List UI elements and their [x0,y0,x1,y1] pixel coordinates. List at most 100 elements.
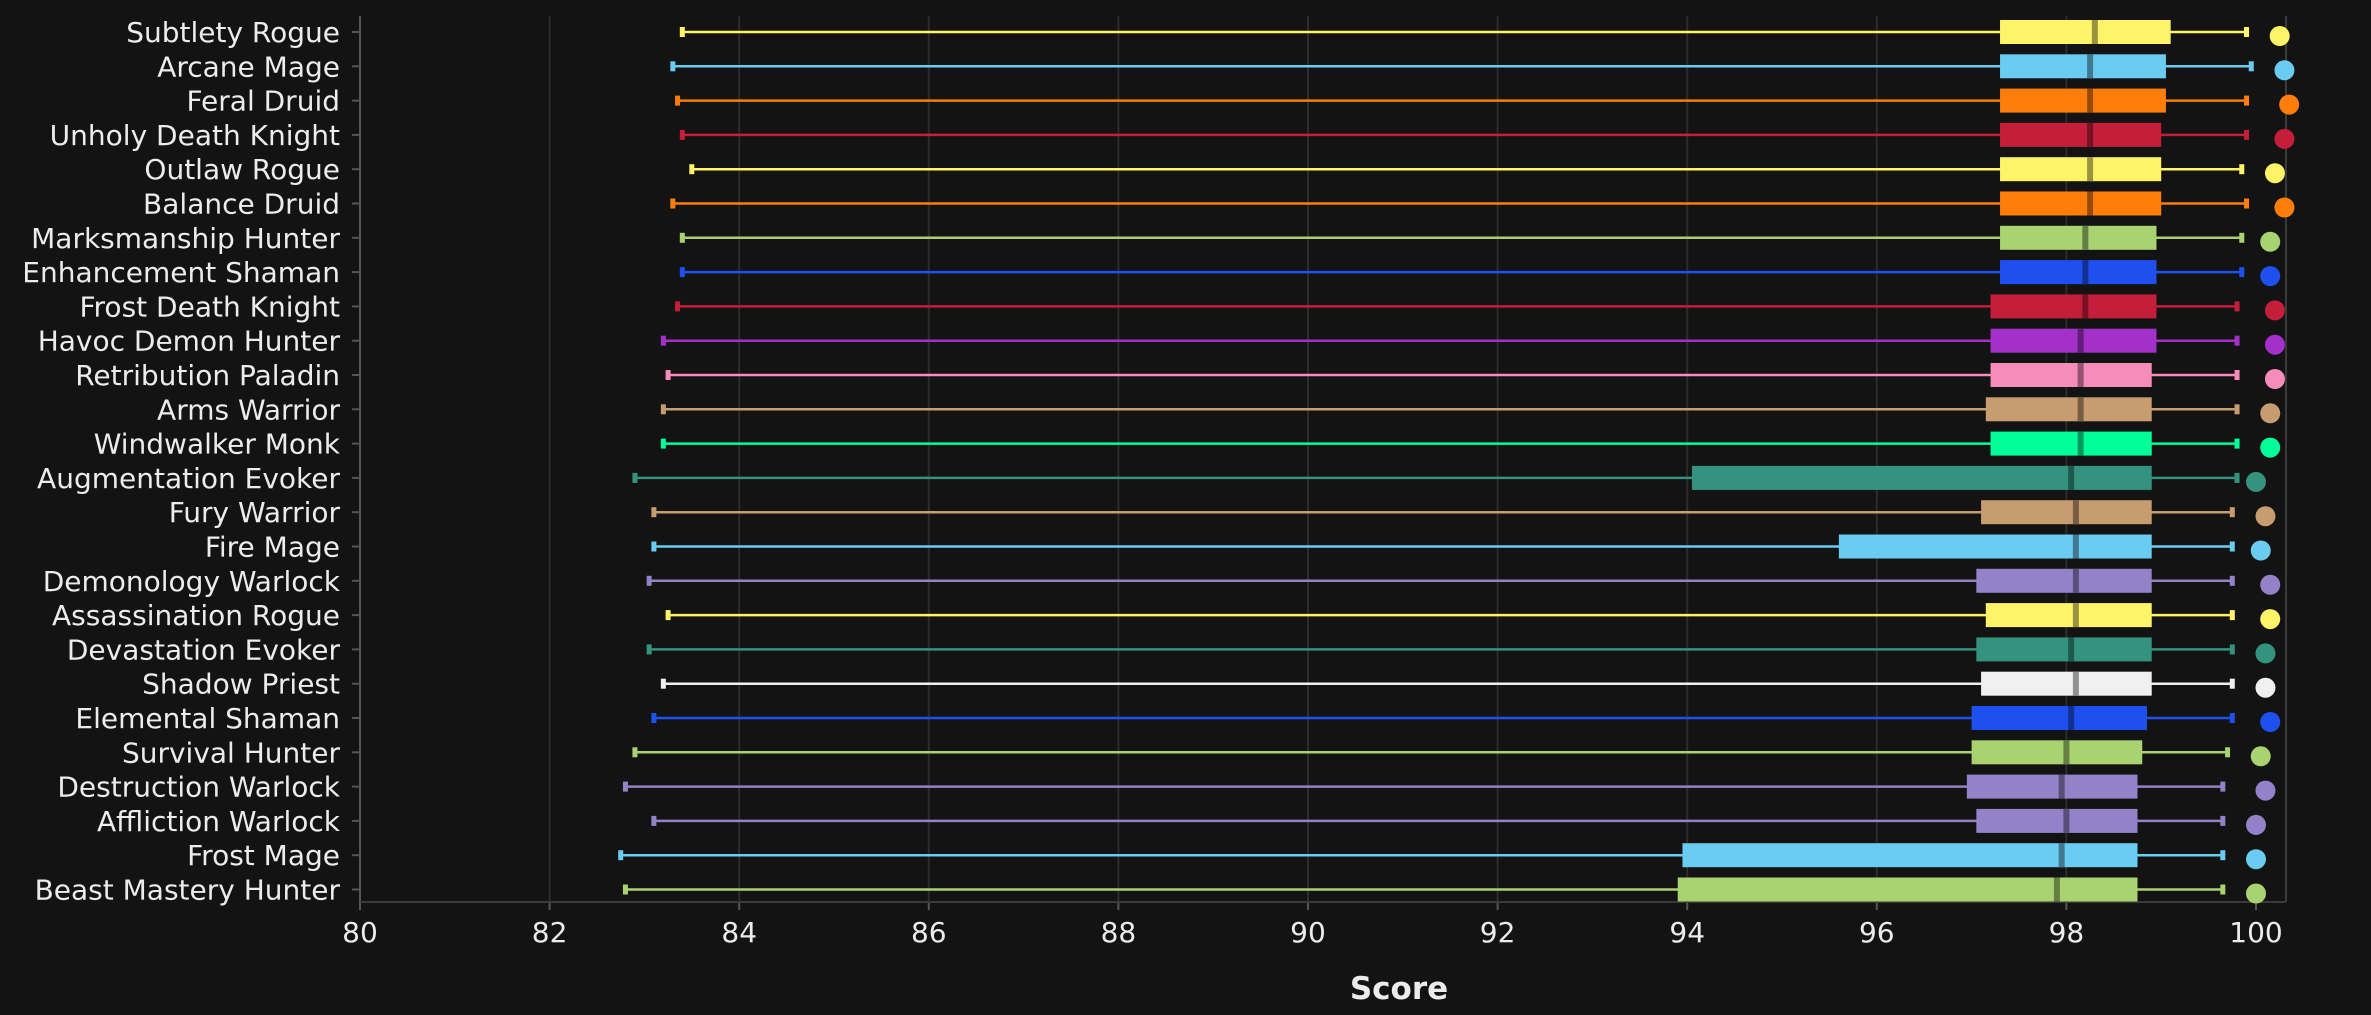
marker-dot [2255,506,2276,527]
category-label: Havoc Demon Hunter [38,325,341,358]
box-row: Frost Death Knight [79,290,2285,323]
iqr-box [2000,191,2162,216]
box-row: Elemental Shaman [75,702,2281,735]
category-label: Marksmanship Hunter [31,222,340,255]
category-label: Arms Warrior [157,393,340,426]
marker-dot [2246,883,2266,904]
whisker-cap-min [651,815,657,826]
x-tick-labels: 80 82 84 86 88 90 92 94 96 98 100 [342,916,2283,949]
marker-dot [2260,403,2281,424]
whisker-cap-max [2239,232,2245,243]
marker-dot [2255,780,2276,801]
iqr-box [1990,328,2157,353]
iqr-box [1990,431,2152,456]
median-line [2058,843,2065,868]
category-label: Fury Warrior [169,496,341,529]
marker-dot [2264,334,2285,355]
category-label: Frost Death Knight [79,290,340,323]
whisker-cap-max [2244,129,2250,140]
x-tick-label: 80 [342,916,378,949]
whisker-cap-max [2229,507,2235,518]
box-row: Frost Mage [187,839,2266,872]
marker-dot [2246,849,2266,870]
median-line [2087,54,2094,79]
box-row: Unholy Death Knight [50,119,2295,152]
marker-dot [2255,643,2276,664]
iqr-box [1971,706,2147,730]
whisker-cap-min [670,61,676,72]
median-line [2082,260,2089,285]
median-line [2058,774,2065,799]
marker-dot [2274,197,2295,218]
median-line [2082,294,2089,319]
box-row: Shadow Priest [142,668,2276,701]
marker-dot [2260,266,2281,287]
median-line [2072,500,2079,525]
median-line [2082,225,2089,250]
whisker-cap-min [679,232,685,243]
whisker-cap-min [660,404,666,415]
category-label: Beast Mastery Hunter [35,874,341,907]
whisker-cap-min [660,335,666,346]
box-row: Devastation Evoker [67,633,2276,666]
marker-dot [2250,540,2271,561]
box-row: Marksmanship Hunter [31,222,2281,255]
x-tick-label: 88 [1101,916,1137,949]
iqr-box [2000,157,2162,182]
median-line [2087,157,2094,182]
box-row: Enhancement Shaman [22,256,2281,289]
marker-dot [2279,94,2300,115]
category-label: Augmentation Evoker [37,462,340,495]
whisker-cap-min [679,267,685,278]
box-row: Windwalker Monk [94,428,2281,461]
category-label: Subtlety Rogue [126,16,340,49]
iqr-box [2000,260,2157,285]
x-tick-label: 82 [532,916,568,949]
median-line [2087,122,2094,147]
whisker-cap-max [2225,747,2231,758]
iqr-box [1677,877,2138,902]
whisker-cap-min [665,370,671,380]
whisker-cap-max [2220,850,2226,861]
whisker-cap-max [2229,678,2235,689]
median-line [2053,877,2060,902]
category-label: Devastation Evoker [67,633,341,666]
median-line [2077,328,2084,353]
category-label: Balance Druid [143,188,340,221]
median-line [2068,637,2075,662]
median-line [2063,740,2070,765]
grid-lines [548,16,2068,902]
whisker-cap-max [2229,575,2235,586]
whisker-cap-max [2239,267,2245,278]
category-label: Affliction Warlock [97,805,341,838]
whisker-cap-max [2220,815,2226,826]
median-line [2072,534,2079,559]
iqr-box [1985,397,2152,422]
box-row: Fury Warrior [169,496,2276,529]
iqr-box [2000,20,2171,44]
box-row: Subtlety Rogue [126,16,2290,49]
whisker-cap-max [2220,781,2226,792]
whisker-cap-min [622,884,628,895]
whisker-cap-min [651,507,657,518]
whisker-cap-max [2239,164,2245,175]
whisker-cap-max [2229,644,2235,655]
whisker-cap-min [679,129,685,140]
iqr-box [1976,568,2152,593]
marker-dot [2264,163,2285,184]
median-line [2068,706,2075,730]
category-label: Feral Druid [186,85,340,118]
whisker-cap-max [2234,301,2240,312]
category-label: Shadow Priest [142,668,340,701]
marker-dot [2269,26,2290,46]
category-label: Enhancement Shaman [22,256,340,289]
x-tick-label: 84 [721,916,757,949]
marker-dot [2274,128,2295,149]
median-line [2068,465,2075,490]
category-label: Fire Mage [205,531,340,564]
whisker-cap-min [618,850,624,861]
box-row: Havoc Demon Hunter [38,325,2285,358]
whisker-cap-max [2234,438,2240,449]
median-line [2077,431,2084,456]
